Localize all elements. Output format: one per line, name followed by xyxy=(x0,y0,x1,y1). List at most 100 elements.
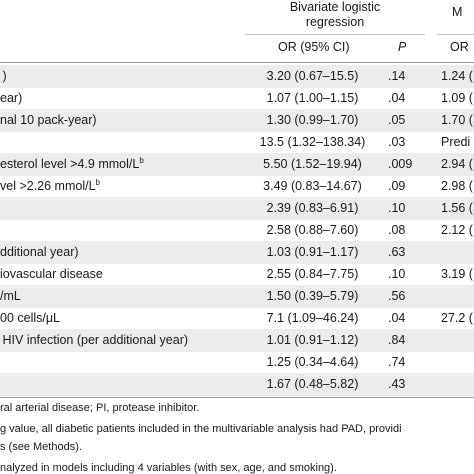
table-row: /mL 1.50 (0.39–5.79) .56 xyxy=(0,285,474,308)
header-rule-bivariate xyxy=(245,34,425,35)
multivariable-value: 1.09 ( xyxy=(441,91,473,105)
table-row: 2.39 (0.83–6.91) .10 1.56 ( xyxy=(0,197,474,220)
table-row: ear) 1.07 (1.00–1.15) .04 1.09 ( xyxy=(0,87,474,110)
row-label: dditional year) xyxy=(0,241,79,264)
header-bottom-rule xyxy=(0,62,474,63)
table-row: 1.25 (0.34–4.64) .74 xyxy=(0,351,474,374)
row-band xyxy=(0,153,474,176)
row-label-text: esterol level >4.9 mmol/L xyxy=(0,157,140,171)
row-label-text: nal 10 pack-year) xyxy=(0,113,97,127)
table-row: 00 cells/μL 7.1 (1.09–46.24) .04 27.2 ( xyxy=(0,307,474,330)
table-row: HIV infection (per additional year) 1.01 … xyxy=(0,329,474,352)
or-ci-value: 1.25 (0.34–4.64) xyxy=(266,355,359,369)
row-label-text: ear) xyxy=(0,91,23,105)
p-value: .84 xyxy=(388,333,406,347)
multivariable-value: 27.2 ( xyxy=(441,311,473,325)
row-label-text: vel >2.26 mmol/L xyxy=(0,179,96,193)
p-value: .14 xyxy=(388,69,406,83)
row-label-text: iovascular disease xyxy=(0,267,103,281)
p-value: .63 xyxy=(388,245,406,259)
column-header-mv-or: OR xyxy=(450,40,469,54)
p-value: .74 xyxy=(388,355,406,369)
multivariable-value: 2.94 ( xyxy=(441,157,473,171)
table-row: iovascular disease 2.55 (0.84–7.75) .10 3.1… xyxy=(0,263,474,286)
row-label: ear) xyxy=(0,87,22,110)
or-ci-value: 1.30 (0.99–1.70) xyxy=(266,113,359,127)
p-value: .009 xyxy=(388,157,413,171)
row-band xyxy=(0,373,474,396)
or-ci-value: 1.03 (0.91–1.17) xyxy=(266,245,359,259)
row-label-text: ) xyxy=(0,69,7,83)
or-ci-value: 2.55 (0.84–7.75) xyxy=(266,267,359,281)
footnote-3: s (see Methods). xyxy=(0,441,82,453)
p-value: .43 xyxy=(388,377,406,391)
p-value: .08 xyxy=(388,223,406,237)
row-label: /mL xyxy=(0,285,21,308)
table-row: 13.5 (1.32–138.34) .03 Predi xyxy=(0,131,474,154)
header-rule-multivariable xyxy=(437,34,474,35)
table-bottom-rule xyxy=(0,397,474,398)
multivariable-value: 1.56 ( xyxy=(441,201,473,215)
or-ci-value: 2.58 (0.88–7.60) xyxy=(266,223,359,237)
bivariate-title-line2: regression xyxy=(305,15,365,29)
or-ci-value: 2.39 (0.83–6.91) xyxy=(266,201,359,215)
multivariable-value: Predi xyxy=(441,135,471,149)
footnote-2: g value, all diabetic patients included … xyxy=(0,423,402,435)
p-value: .56 xyxy=(388,289,406,303)
multivariable-value: 1.24 ( xyxy=(441,69,473,83)
p-value: .09 xyxy=(388,179,406,193)
multivariable-value: 2.12 ( xyxy=(441,223,473,237)
row-label: esterol level >4.9 mmol/Lb xyxy=(0,153,144,176)
p-value: .04 xyxy=(388,91,406,105)
or-ci-value: 1.07 (1.00–1.15) xyxy=(266,91,359,105)
row-band xyxy=(0,329,474,352)
row-label: nal 10 pack-year) xyxy=(0,109,97,132)
row-band xyxy=(0,65,474,88)
multivariable-value: 3.19 ( xyxy=(441,267,473,281)
table-row: ) 3.20 (0.67–15.5) .14 1.24 ( xyxy=(0,65,474,88)
or-ci-value: 5.50 (1.52–19.94) xyxy=(263,157,362,171)
or-ci-value: 7.1 (1.09–46.24) xyxy=(266,311,359,325)
row-label: iovascular disease xyxy=(0,263,103,286)
table-header-multivariable: M xyxy=(452,5,463,19)
row-label-text: dditional year) xyxy=(0,245,79,259)
row-band xyxy=(0,197,474,220)
column-header-or: OR (95% CI) xyxy=(278,40,350,54)
row-label-text: /mL xyxy=(0,289,21,303)
p-value: .10 xyxy=(388,201,406,215)
table-row: dditional year) 1.03 (0.91–1.17) .63 xyxy=(0,241,474,264)
or-ci-value: 3.49 (0.83–14.67) xyxy=(263,179,362,193)
or-ci-value: 1.50 (0.39–5.79) xyxy=(266,289,359,303)
or-ci-value: 3.20 (0.67–15.5) xyxy=(266,69,359,83)
or-ci-value: 1.01 (0.91–1.12) xyxy=(266,333,359,347)
footnote-1: ral arterial disease; PI, protease inhib… xyxy=(0,402,200,414)
footnote-marker: b xyxy=(95,177,100,187)
table-row: nal 10 pack-year) 1.30 (0.99–1.70) .05 1.70… xyxy=(0,109,474,132)
p-value: .03 xyxy=(388,135,406,149)
row-label-text: 00 cells/μL xyxy=(0,311,61,325)
row-band xyxy=(0,109,474,132)
row-label: HIV infection (per additional year) xyxy=(0,329,189,352)
p-value: .04 xyxy=(388,311,406,325)
table-row: vel >2.26 mmol/Lb 3.49 (0.83–14.67) .09 2.9… xyxy=(0,175,474,198)
row-label-text: HIV infection (per additional year) xyxy=(0,333,189,347)
table-row: 2.58 (0.88–7.60) .08 2.12 ( xyxy=(0,219,474,242)
table-row: esterol level >4.9 mmol/Lb 5.50 (1.52–19.… xyxy=(0,153,474,176)
multivariable-value: 1.70 ( xyxy=(441,113,473,127)
table-row: 1.67 (0.48–5.82) .43 xyxy=(0,373,474,396)
multivariable-value: 2.98 ( xyxy=(441,179,473,193)
table-header-bivariate: Bivariate logistic regression xyxy=(262,0,408,30)
footnote-4: nalyzed in models including 4 variables … xyxy=(0,462,337,474)
p-value: .10 xyxy=(388,267,406,281)
row-label: vel >2.26 mmol/Lb xyxy=(0,175,100,198)
bivariate-title-line1: Bivariate logistic xyxy=(289,0,381,14)
or-ci-value: 1.67 (0.48–5.82) xyxy=(266,377,359,391)
footnote-marker: b xyxy=(139,155,144,165)
column-header-p: P xyxy=(398,40,407,54)
p-value: .05 xyxy=(388,113,406,127)
row-label: ) xyxy=(0,65,7,88)
or-ci-value: 13.5 (1.32–138.34) xyxy=(259,135,366,149)
row-band xyxy=(0,285,474,308)
row-band xyxy=(0,241,474,264)
row-label: 00 cells/μL xyxy=(0,307,60,330)
